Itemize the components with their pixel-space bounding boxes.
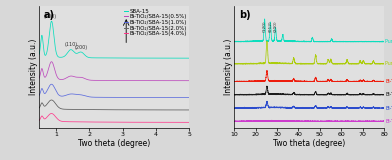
Text: (200): (200) bbox=[274, 21, 278, 32]
X-axis label: Two theta (degree): Two theta (degree) bbox=[78, 139, 150, 148]
Text: (012): (012) bbox=[269, 21, 272, 32]
Y-axis label: Intensity (a.u.): Intensity (a.u.) bbox=[224, 39, 233, 95]
Text: a): a) bbox=[44, 10, 55, 20]
Text: Bi-TiO₂/SBA-15(1.0%): Bi-TiO₂/SBA-15(1.0%) bbox=[385, 106, 392, 111]
Text: Bi-TiO₂/SBA-15(4.0%): Bi-TiO₂/SBA-15(4.0%) bbox=[385, 79, 392, 84]
Legend: SBA-15, Bi-TiO₂/SBA-15(0.5%), Bi-TiO₂/SBA-15(1.0%), Bi-TiO₂/SBA-15(2.0%), Bi-TiO: SBA-15, Bi-TiO₂/SBA-15(0.5%), Bi-TiO₂/SB… bbox=[123, 8, 188, 37]
X-axis label: Two theta (degree): Two theta (degree) bbox=[273, 139, 345, 148]
Text: (120): (120) bbox=[263, 21, 267, 32]
Text: Bi-TiO₂/SBA-15(0.5%): Bi-TiO₂/SBA-15(0.5%) bbox=[385, 119, 392, 124]
Y-axis label: Intensity (a.u.): Intensity (a.u.) bbox=[29, 39, 38, 95]
Text: b): b) bbox=[239, 10, 250, 20]
Text: (200): (200) bbox=[74, 45, 87, 50]
Text: (100): (100) bbox=[43, 14, 56, 19]
Text: Pure TiO₂: Pure TiO₂ bbox=[385, 61, 392, 66]
Text: Pure Bi₂O₃: Pure Bi₂O₃ bbox=[385, 39, 392, 44]
Text: Bi-TiO₂/SBA-15(2.0%): Bi-TiO₂/SBA-15(2.0%) bbox=[385, 92, 392, 97]
Text: (110): (110) bbox=[64, 42, 78, 47]
